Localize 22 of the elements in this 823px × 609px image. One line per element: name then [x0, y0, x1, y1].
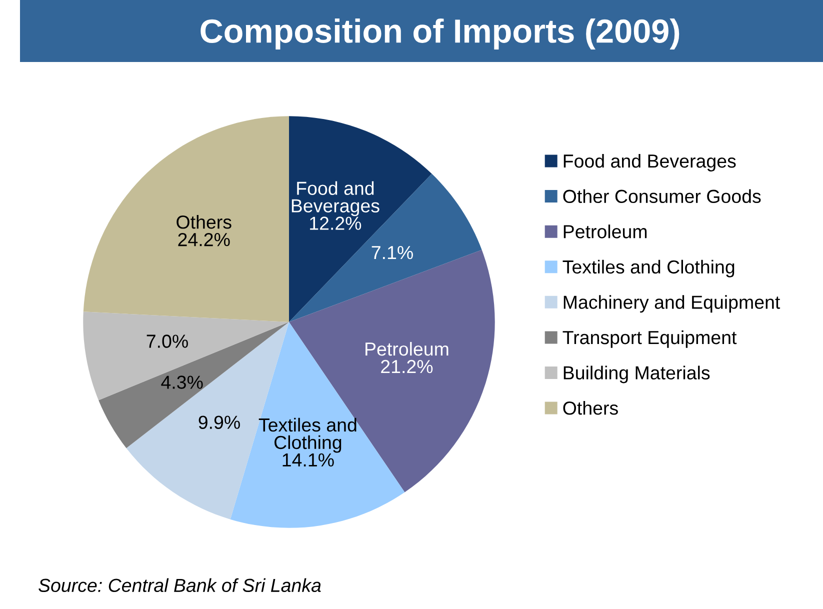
pie-slice: [289, 116, 432, 322]
data-label: 9.9%: [198, 416, 240, 429]
data-label: Petroleum 21.2%: [366, 342, 448, 374]
pie-slice: [83, 116, 289, 322]
legend-label: Food and Beverages: [564, 154, 736, 172]
legend-label: Textiles and Clothing: [562, 260, 734, 278]
legend-label: Building Materials: [564, 366, 710, 384]
legend-label: Others: [563, 401, 618, 415]
legend-label: Other Consumer Goods: [563, 189, 761, 204]
legend-label: Petroleum: [564, 224, 647, 238]
data-label: Textiles and Clothing 14.1%: [258, 418, 356, 467]
pie-slice: [83, 312, 289, 400]
legend-label: Machinery and Equipment: [564, 295, 780, 313]
data-label: 4.3%: [161, 376, 203, 389]
legend-label: Transport Equipment: [562, 330, 737, 348]
pie-slice: [289, 174, 482, 322]
chart-title: Composition of Imports (2009): [200, 18, 680, 50]
data-label: 7.0%: [146, 334, 188, 348]
source-note: Source: Central Bank of Sri Lanka: [38, 578, 321, 592]
data-label: Food and Beverages 12.2%: [292, 181, 380, 230]
data-label: Others 24.2%: [176, 215, 232, 246]
data-label: 7.1%: [372, 246, 413, 260]
